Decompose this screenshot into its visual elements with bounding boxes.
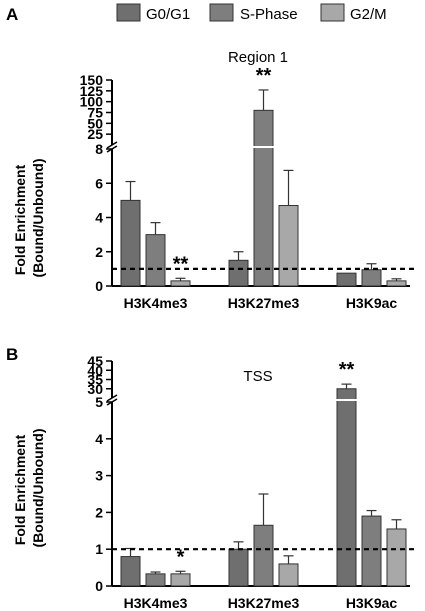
y-tick-label: 75 xyxy=(87,105,103,121)
axis-break-mark xyxy=(106,141,118,149)
y-tick-label: 150 xyxy=(80,72,104,88)
bar xyxy=(336,388,357,587)
y-tick-label: 1 xyxy=(95,541,103,557)
panel-b-ylabel: Fold Enrichment (Bound/Unbound) xyxy=(12,429,46,548)
panel-b-title: TSS xyxy=(243,368,272,385)
legend: G0/G1 S-Phase G2/M xyxy=(116,3,387,23)
bar xyxy=(361,515,382,587)
x-tick-label: H3K27me3 xyxy=(228,595,300,611)
bar xyxy=(253,109,274,287)
bar xyxy=(336,272,357,287)
y-tick-label: 125 xyxy=(80,83,104,99)
bar xyxy=(145,234,166,287)
panel-a-label: A xyxy=(6,5,18,24)
legend-label-g2m: G2/M xyxy=(350,6,387,23)
significance-mark: ** xyxy=(256,65,272,87)
x-tick-label: H3K27me3 xyxy=(228,295,300,311)
y-tick-label: 100 xyxy=(80,94,104,110)
panel-a-title: Region 1 xyxy=(228,49,288,66)
significance-mark: * xyxy=(177,546,185,568)
x-tick-label: H3K9ac xyxy=(346,595,398,611)
bar xyxy=(120,199,141,287)
panel-b-label: B xyxy=(6,345,18,364)
bar xyxy=(120,556,141,587)
legend-label-g0g1: G0/G1 xyxy=(146,6,190,23)
y-tick-label: 35 xyxy=(87,372,103,388)
bar xyxy=(145,573,166,587)
bar xyxy=(170,280,191,287)
y-tick-label: 50 xyxy=(87,115,103,131)
significance-mark: ** xyxy=(173,253,189,275)
y-tick-label: 3 xyxy=(95,468,103,484)
y-tick-label: 4 xyxy=(95,210,103,226)
bar-break xyxy=(253,146,274,148)
y-tick-label: 6 xyxy=(95,175,103,191)
y-tick-label: 0 xyxy=(95,278,103,294)
y-tick-label: 40 xyxy=(87,362,103,378)
y-tick-label: 25 xyxy=(87,126,103,142)
panel-a-ylabel-line2: (Bound/Unbound) xyxy=(30,159,46,278)
y-tick-label: 30 xyxy=(87,381,103,397)
bar xyxy=(170,573,191,587)
bar xyxy=(228,548,249,587)
y-tick-label: 5 xyxy=(95,394,103,410)
legend-swatch-g0g1 xyxy=(116,3,141,22)
bar xyxy=(361,269,382,287)
y-tick-label: 8 xyxy=(95,141,103,157)
bar xyxy=(386,528,407,587)
bar xyxy=(278,563,299,587)
bar-break xyxy=(336,399,357,401)
y-tick-label: 45 xyxy=(87,353,103,369)
panel-a-ylabel-line1: Fold Enrichment xyxy=(12,164,28,275)
x-tick-label: H3K9ac xyxy=(346,295,398,311)
legend-swatch-sphase xyxy=(209,3,234,22)
y-tick-label: 2 xyxy=(95,504,103,520)
y-tick-label: 0 xyxy=(95,578,103,594)
panel-a-ylabel: Fold Enrichment (Bound/Unbound) xyxy=(12,159,46,278)
panel-a: A Region 1 Fold Enrichment (Bound/Unboun… xyxy=(6,5,415,311)
y-tick-label: 4 xyxy=(95,431,103,447)
x-tick-label: H3K4me3 xyxy=(124,595,188,611)
x-tick-label: H3K4me3 xyxy=(124,295,188,311)
axis-break-mark xyxy=(106,394,118,402)
panel-b: B TSS Fold Enrichment (Bound/Unbound) 0 1… xyxy=(6,345,415,611)
bar xyxy=(253,524,274,587)
panel-b-ylabel-line2: (Bound/Unbound) xyxy=(30,429,46,548)
significance-mark: ** xyxy=(339,359,355,381)
bar xyxy=(228,259,249,287)
bar xyxy=(278,205,299,287)
legend-label-sphase: S-Phase xyxy=(240,6,298,23)
bar xyxy=(386,280,407,287)
y-tick-label: 2 xyxy=(95,244,103,260)
legend-swatch-g2m xyxy=(320,3,345,22)
panel-b-ylabel-line1: Fold Enrichment xyxy=(12,434,28,545)
